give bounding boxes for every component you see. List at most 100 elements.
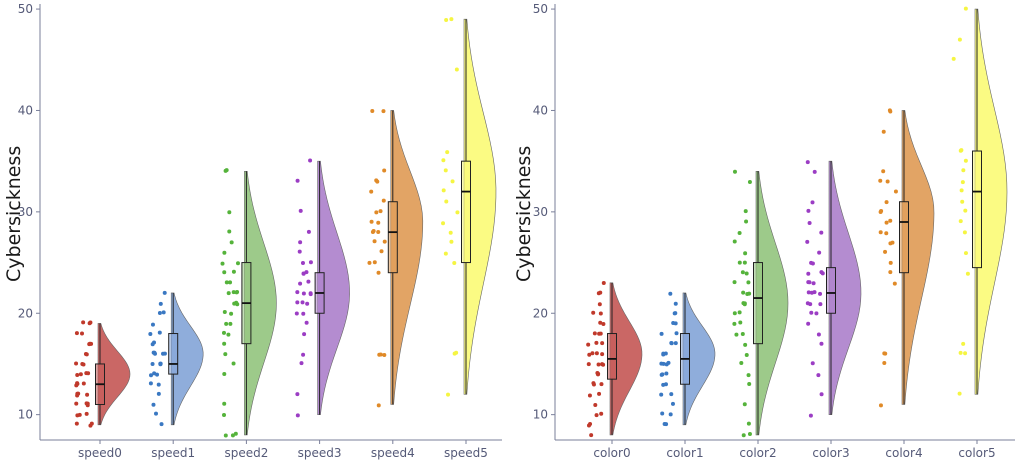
y-tick-label: 30 [533, 205, 548, 219]
point-color1 [669, 341, 674, 346]
point-speed4 [382, 352, 387, 357]
point-color0 [587, 352, 592, 357]
y-tick-label: 30 [18, 205, 33, 219]
point-color3 [809, 310, 814, 315]
point-color2 [746, 280, 751, 285]
point-speed4 [367, 260, 372, 265]
point-speed2 [222, 341, 227, 346]
point-speed1 [156, 382, 161, 387]
box-color3 [826, 267, 836, 314]
point-speed1 [159, 422, 164, 427]
point-color3 [806, 290, 811, 295]
x-tick-label-color0: color0 [593, 446, 630, 460]
point-speed3 [295, 413, 300, 418]
point-speed0 [84, 352, 89, 357]
point-color3 [819, 230, 824, 235]
point-speed2 [222, 372, 227, 377]
point-speed0 [74, 331, 79, 336]
point-speed0 [75, 413, 80, 418]
point-speed0 [80, 361, 85, 366]
violin-color1 [682, 292, 716, 426]
point-color0 [598, 311, 603, 316]
point-color5 [962, 230, 967, 235]
point-speed3 [295, 178, 300, 183]
y-tick-label: 50 [533, 2, 548, 16]
point-color4 [879, 209, 884, 213]
y-tick-label: 20 [533, 306, 548, 320]
point-color2 [742, 301, 747, 306]
x-tick-label-color5: color5 [958, 446, 995, 460]
point-color0 [597, 391, 602, 396]
point-speed0 [85, 392, 90, 397]
point-speed1 [158, 362, 163, 367]
point-speed3 [301, 311, 306, 316]
point-speed4 [374, 210, 379, 215]
point-color3 [806, 280, 811, 285]
y-tick-label: 10 [533, 408, 548, 422]
point-speed1 [152, 371, 157, 376]
point-color2 [741, 290, 746, 295]
point-speed4 [369, 189, 374, 194]
point-color2 [732, 169, 737, 174]
point-speed3 [308, 158, 313, 163]
point-color5 [959, 188, 964, 193]
point-speed3 [295, 392, 300, 397]
point-speed0 [75, 393, 80, 398]
box-speed1 [168, 333, 179, 375]
violin-speed4 [390, 110, 424, 405]
point-color2 [743, 251, 748, 256]
point-speed3 [298, 208, 303, 213]
violin-speed1 [170, 292, 204, 426]
point-speed5 [443, 251, 448, 256]
point-color4 [883, 249, 888, 254]
box-color2 [753, 262, 763, 345]
point-speed3 [297, 249, 302, 254]
point-speed2 [224, 321, 229, 326]
point-color0 [596, 362, 601, 367]
point-color2 [732, 321, 737, 326]
point-speed2 [231, 290, 236, 295]
point-color2 [743, 342, 748, 347]
point-color3 [816, 373, 821, 378]
point-speed5 [444, 199, 449, 204]
point-color3 [819, 392, 824, 397]
point-speed5 [450, 179, 455, 184]
point-color4 [893, 189, 898, 194]
point-speed2 [224, 280, 229, 285]
point-speed5 [454, 350, 459, 355]
point-color0 [600, 352, 605, 357]
point-speed5 [441, 221, 446, 226]
point-speed3 [308, 260, 313, 265]
point-speed2 [230, 433, 235, 438]
point-color4 [884, 200, 889, 205]
point-speed5 [441, 158, 446, 163]
point-speed5 [441, 188, 446, 193]
point-color2 [734, 332, 739, 337]
point-color3 [808, 413, 813, 418]
point-color3 [812, 169, 817, 174]
box-speed5 [461, 160, 471, 264]
x-tick-label-speed0: speed0 [78, 446, 122, 460]
point-color0 [593, 402, 598, 407]
point-color4 [884, 220, 889, 225]
point-speed1 [150, 322, 155, 327]
point-color2 [737, 310, 742, 315]
point-speed2 [224, 168, 229, 173]
point-color2 [740, 332, 745, 337]
point-speed5 [449, 17, 454, 22]
point-color3 [819, 341, 824, 346]
x-tick-label-color4: color4 [885, 446, 922, 460]
point-color2 [732, 239, 737, 244]
point-color1 [664, 371, 669, 376]
point-color5 [965, 271, 970, 276]
point-color2 [744, 352, 749, 357]
point-color4 [888, 270, 893, 275]
x-tick-label-color3: color3 [812, 446, 849, 460]
point-color3 [816, 332, 821, 337]
point-speed4 [376, 220, 381, 225]
point-color3 [810, 361, 815, 366]
point-color3 [810, 261, 815, 266]
point-speed4 [369, 219, 374, 224]
point-speed2 [235, 302, 240, 307]
point-speed2 [222, 401, 227, 406]
